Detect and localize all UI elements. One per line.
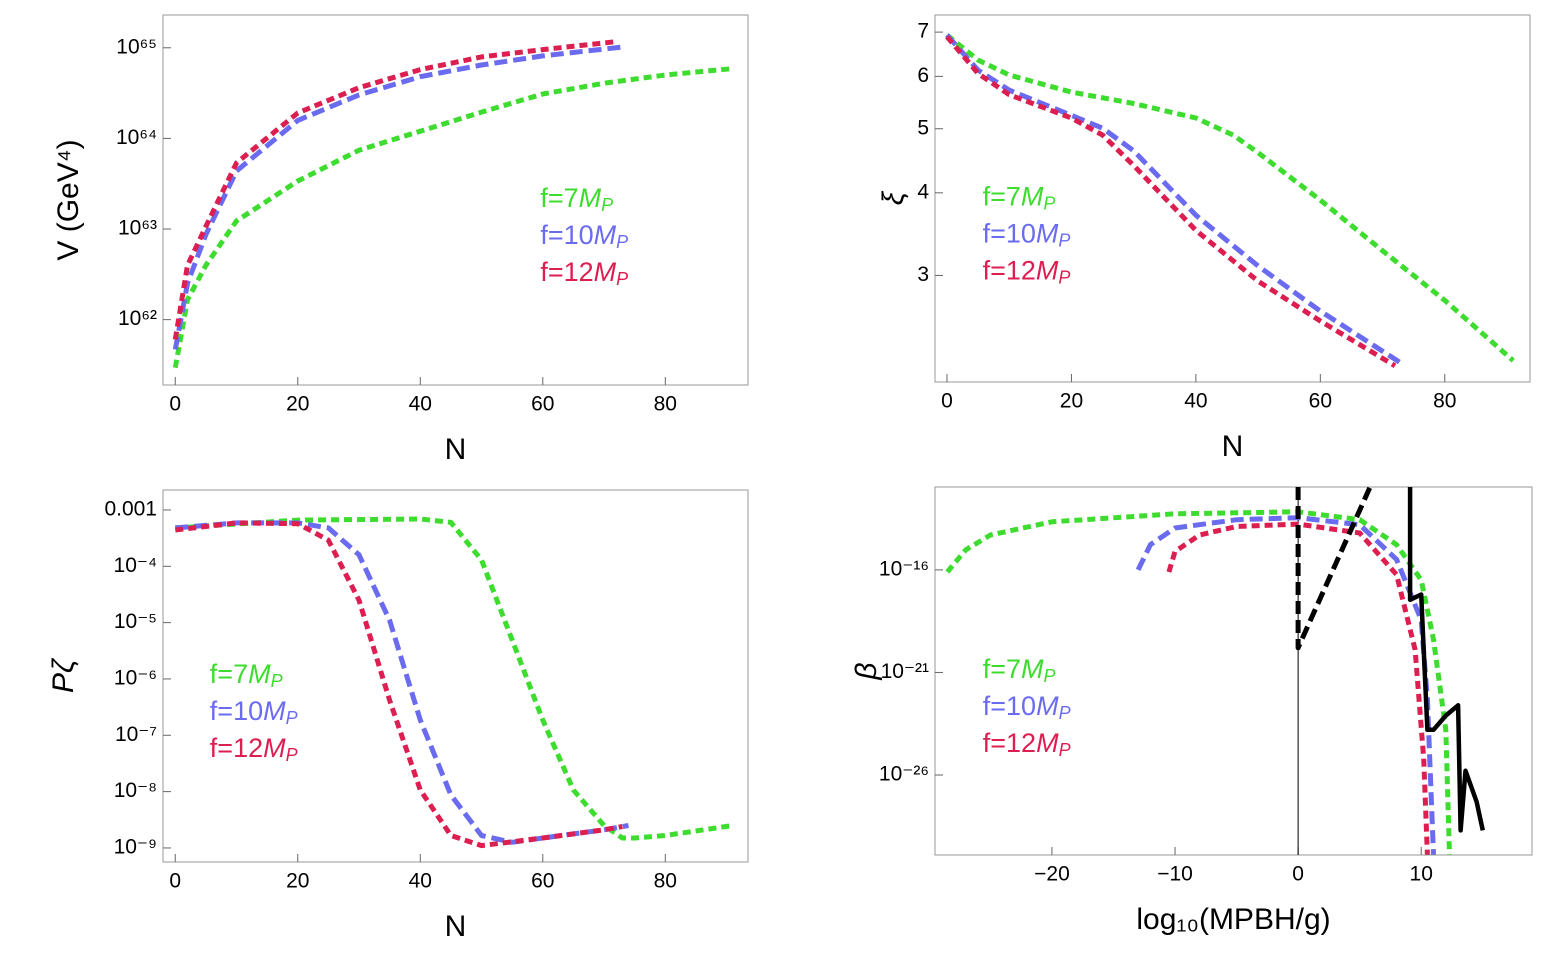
series-group — [175, 516, 734, 849]
x-tick-label: 20 — [1060, 390, 1083, 413]
y-axis-label: Pζ — [47, 657, 80, 693]
x-tick-label: 80 — [654, 393, 677, 416]
x-tick-label: 80 — [1433, 390, 1456, 413]
x-axis-label: log₁₀(MPBH/g) — [1136, 903, 1330, 936]
x-tick-label: 40 — [409, 393, 432, 416]
x-tick-label: 40 — [1184, 390, 1207, 413]
x-tick-label: 0 — [169, 393, 181, 416]
legend-entry: f=7MP — [983, 654, 1056, 686]
y-tick-label: 4 — [917, 180, 929, 203]
y-tick-label: 10⁻⁷ — [115, 723, 157, 746]
x-tick-label: 0 — [1292, 863, 1304, 886]
x-tick-label: 60 — [531, 870, 554, 893]
series-line — [1295, 487, 1373, 651]
y-tick-label: 10⁻⁸ — [114, 779, 157, 802]
series-line — [172, 39, 617, 340]
x-tick-label: −20 — [1034, 863, 1070, 886]
legend-entry: f=10MP — [540, 220, 628, 252]
y-tick-label: 6 — [917, 64, 929, 87]
series-line — [945, 33, 1515, 363]
series-line — [1407, 487, 1485, 833]
series-line — [1135, 515, 1436, 855]
y-tick-label: 10⁶³ — [118, 217, 157, 240]
y-tick-label: 7 — [917, 20, 929, 43]
x-axis-label: N — [445, 433, 467, 466]
series-group — [172, 39, 733, 369]
x-axis-label: N — [445, 910, 467, 943]
y-tick-label: 10⁻²¹ — [881, 660, 929, 683]
legend-entry: f=7MP — [540, 183, 613, 215]
series-line — [945, 33, 1403, 366]
y-axis-label: β — [850, 662, 883, 680]
legend-entry: f=12MP — [540, 257, 628, 289]
y-tick-label: 10⁻⁴ — [114, 554, 157, 577]
series-group — [945, 33, 1515, 368]
x-tick-label: 60 — [531, 393, 554, 416]
plot-frame — [162, 14, 749, 386]
x-tick-label: 40 — [409, 870, 432, 893]
y-tick-label: 10⁻¹⁶ — [879, 557, 929, 580]
legend-entry: f=7MP — [210, 659, 283, 691]
x-axis-label: N — [1222, 430, 1244, 463]
y-tick-label: 10⁻⁹ — [114, 835, 157, 858]
x-tick-label: 80 — [654, 870, 677, 893]
legend-entry: f=10MP — [210, 696, 298, 728]
y-tick-label: 10⁶⁵ — [116, 35, 157, 58]
series-group — [945, 487, 1485, 855]
x-tick-label: 20 — [286, 393, 309, 416]
y-tick-label: 5 — [917, 116, 929, 139]
plot-frame — [934, 14, 1531, 383]
y-tick-label: 10⁶² — [118, 307, 157, 330]
x-tick-label: 0 — [941, 390, 953, 413]
plot-frame — [934, 486, 1533, 856]
legend-entry: f=12MP — [210, 733, 298, 765]
x-tick-label: 20 — [286, 870, 309, 893]
series-line — [945, 509, 1452, 855]
legend-entry: f=12MP — [983, 256, 1071, 288]
series-line — [175, 516, 734, 841]
y-tick-label: 0.001 — [104, 497, 157, 520]
y-tick-label: 10⁻⁶ — [114, 666, 157, 689]
x-tick-label: 0 — [169, 870, 181, 893]
x-tick-label: 10 — [1410, 863, 1433, 886]
series-line — [945, 35, 1397, 368]
y-tick-label: 10⁻⁵ — [114, 610, 157, 633]
x-tick-label: −10 — [1157, 863, 1193, 886]
legend-entry: f=12MP — [983, 728, 1071, 760]
plot-frame — [162, 489, 749, 863]
x-tick-label: 60 — [1309, 390, 1332, 413]
legend-entry: f=7MP — [983, 182, 1056, 214]
y-axis-label: ξ — [877, 190, 910, 205]
legend-entry: f=10MP — [983, 219, 1071, 251]
series-line — [172, 66, 733, 369]
y-tick-label: 10⁶⁴ — [116, 126, 157, 149]
series-line — [175, 520, 623, 849]
legend-entry: f=10MP — [983, 691, 1071, 723]
y-axis-label: V (GeV⁴) — [52, 139, 85, 260]
y-tick-label: 3 — [917, 263, 929, 286]
y-tick-label: 10⁻²⁶ — [879, 763, 929, 786]
